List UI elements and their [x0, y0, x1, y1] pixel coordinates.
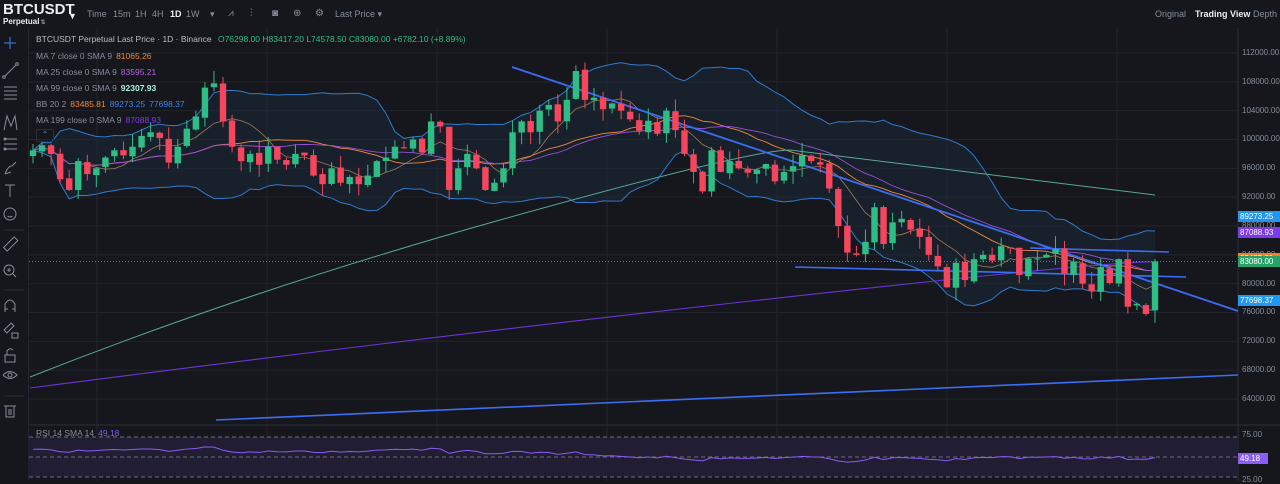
price-tag: 77698.37	[1238, 294, 1280, 306]
fib-icon	[3, 137, 17, 151]
zoom-in-icon	[3, 264, 17, 278]
drawing-tool-icons[interactable]	[0, 28, 28, 481]
rsi-legend[interactable]: RSI 14 SMA 14 49.18	[36, 428, 120, 438]
chart-legend-title: BTCUSDT Perpetual Last Price · 1D · Bina…	[36, 34, 466, 44]
price-axis-label: 96000.00	[1242, 163, 1276, 173]
price-axis-label: 72000.00	[1242, 336, 1276, 346]
legend-ma7[interactable]: MA 7 close 0 SMA 9 81065.26	[36, 51, 152, 61]
candlesticks	[29, 62, 1159, 323]
price-tag: 87088.93	[1238, 227, 1280, 239]
ohlc-values: O76298.00 H83417.20 L74578.50 C83080.00 …	[217, 34, 466, 44]
collapse-legend-button[interactable]: ⌃	[36, 129, 54, 142]
view-tab-original[interactable]: Original	[1155, 9, 1187, 19]
legend-bb[interactable]: BB 20 2 83485.81 89273.25 77698.37	[36, 99, 185, 109]
rsi-axis-25: 25.00	[1242, 475, 1263, 484]
unlock-icon	[4, 348, 16, 363]
settings-icon[interactable]: ⚙	[315, 8, 324, 19]
price-tag: 89273.25	[1238, 211, 1280, 223]
symbol-dropdown-icon[interactable]: ▼	[68, 11, 77, 21]
brush-icon	[4, 161, 17, 175]
price-axis-label: 112000.00	[1242, 48, 1280, 57]
pattern-icon	[3, 114, 18, 131]
ruler-icon	[2, 236, 19, 252]
trendline-icon	[2, 62, 19, 79]
magnet-icon	[4, 299, 16, 312]
timeframe-1h[interactable]: 1H	[135, 9, 147, 19]
timeframe-15m[interactable]: 15m	[113, 9, 131, 19]
price-axis-label: 68000.00	[1242, 365, 1276, 375]
camera-icon[interactable]: ◙	[272, 8, 279, 19]
indicators-icon[interactable]: ⩘	[228, 8, 234, 19]
price-axis-label: 100000.00	[1242, 134, 1280, 144]
timeframe-4h[interactable]: 4H	[152, 9, 164, 19]
price-axis-label: 64000.00	[1242, 393, 1276, 403]
price-axis-label: 104000.00	[1242, 105, 1280, 115]
timeframe-1w[interactable]: 1W	[186, 9, 200, 19]
rsi-value-tag: 49.18	[1238, 453, 1268, 464]
timeframe-1d[interactable]: 1D	[170, 9, 182, 19]
chart-type-icon[interactable]: ⫶	[250, 8, 253, 19]
view-tab-depth[interactable]: Depth	[1253, 9, 1278, 19]
text-icon	[5, 184, 15, 197]
top-toolbar: BTCUSDT ▼ Perpetual⇅ Time 15m 1H 4H 1D 1W ▾ ⩘…	[0, 0, 1280, 28]
symbol-title[interactable]: BTCUSDT	[3, 1, 75, 18]
price-type-select[interactable]: Last Price ▾	[335, 9, 383, 19]
hide-icon	[2, 371, 18, 379]
price-axis-label: 76000.00	[1242, 307, 1276, 317]
add-icon[interactable]: ⊕	[293, 8, 302, 19]
emoji-icon	[3, 207, 17, 221]
price-axis-label: 92000.00	[1242, 192, 1276, 202]
price-axis-label: 88000.00	[1242, 220, 1276, 230]
legend-ma199[interactable]: MA 199 close 0 SMA 9 87088.93	[36, 115, 161, 125]
contract-type: Perpetual⇅	[3, 17, 46, 26]
rsi-axis-75: 75.00	[1242, 430, 1263, 439]
price-axis-label: 108000.00	[1242, 76, 1280, 86]
timeframe-more-dropdown[interactable]: ▾	[210, 9, 215, 19]
price-axis-label: 80000.00	[1242, 278, 1276, 288]
horizontal-lines-icon	[4, 86, 17, 100]
lock-drawing-icon	[3, 322, 19, 339]
contract-swap-icon: ⇅	[40, 20, 46, 26]
legend-ma25[interactable]: MA 25 close 0 SMA 9 83595.21	[36, 67, 157, 77]
view-tab-trading-view[interactable]: Trading View	[1195, 9, 1251, 19]
legend-ma99[interactable]: MA 99 close 0 SMA 9 92307.93	[36, 83, 157, 93]
drawing-toolbar	[0, 28, 29, 481]
timeframe-time[interactable]: Time	[87, 9, 107, 19]
crosshair-icon	[4, 37, 16, 49]
price-tag: 83080.00	[1238, 255, 1280, 267]
trash-icon	[4, 405, 16, 418]
